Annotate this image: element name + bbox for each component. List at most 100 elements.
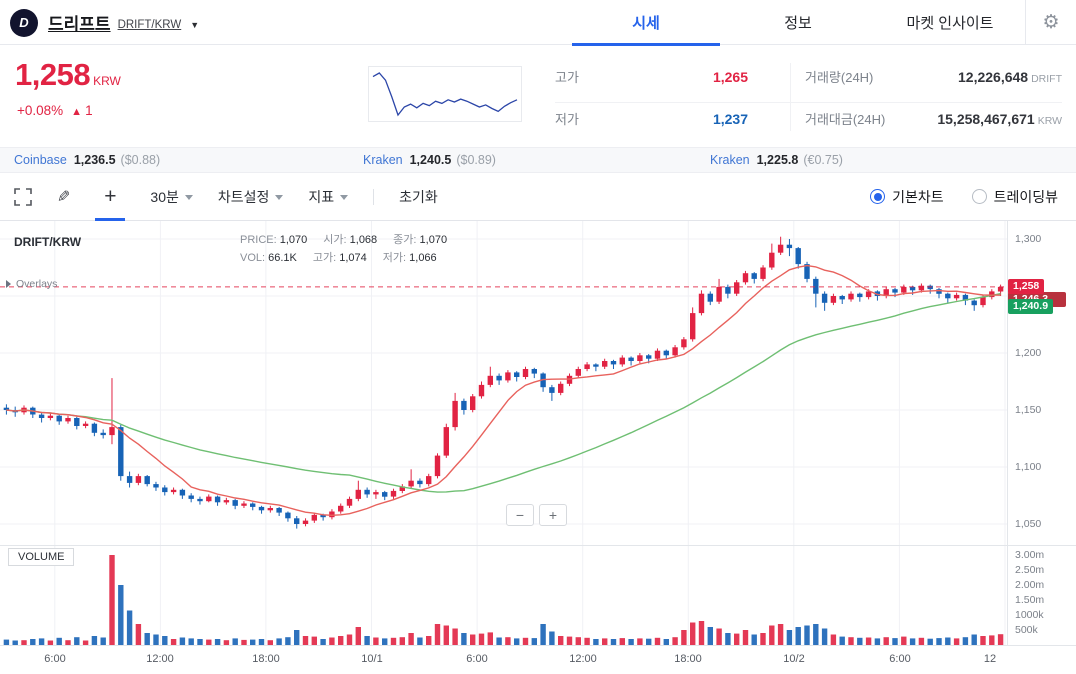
overlays-expand-icon [6,280,11,288]
price-change-pct: +0.08% [17,103,64,118]
capture-frame-icon [14,187,32,206]
price-axis-label: 1,050 [1015,518,1042,530]
current-price-unit: KRW [93,74,121,88]
tab-info-label: 정보 [784,15,812,32]
sparkline-svg [372,72,518,117]
zoom-controls: − + [506,504,567,526]
stat-value-traded-value: 15,258,467,671 KRW [937,111,1062,127]
panel-divider [0,545,1076,546]
price-axis-label: 1,300 [1015,233,1042,245]
gear-icon: ⚙ [1042,12,1060,33]
indicator-dropdown[interactable]: 지표 [308,173,349,221]
zoom-out-button[interactable]: − [506,504,534,526]
time-axis-label: 12:00 [146,653,174,665]
stats-divider-horizontal [555,102,1062,103]
capture-chart-button[interactable] [14,173,32,221]
time-axis-label: 10/2 [783,653,805,665]
draw-tool-button[interactable]: ✎ [57,173,70,221]
stat-value-traded: 거래대금(24H) 15,258,467,671 KRW [805,109,1062,128]
price-change-amount: 1 [85,103,93,118]
time-axis-label: 18:00 [252,653,280,665]
ma-slow-badge: 1,240.9 [1008,299,1054,314]
coinbase-price: 1,236.5 [73,153,116,167]
chart-type-basic-label: 기본차트 [892,188,944,205]
stat-low-value: 1,237 [712,111,748,127]
chevron-down-icon [275,195,284,200]
volume-axis-label: 1000k [1015,609,1044,621]
volume-axis-label: 3.00m [1015,549,1045,561]
chevron-down-icon [184,195,193,200]
chevron-down-icon [340,195,349,200]
chart-type-tradingview[interactable]: 트레이딩뷰 [971,187,1058,207]
price-axis-label: 1,200 [1015,347,1042,359]
tab-price[interactable]: 시세 [570,0,722,46]
kraken-usd-link[interactable]: Kraken [363,153,403,167]
kraken-usd-price: 1,240.5 [409,153,452,167]
kraken-eur-note: (€0.75) [803,153,843,167]
price-change: +0.08% ▲ 1 [17,103,93,118]
time-axis-label: 6:00 [44,653,66,665]
volume-chart-canvas[interactable] [0,546,1007,645]
stat-volume-unit: DRIFT [1031,73,1062,85]
zoom-in-button[interactable]: + [539,504,567,526]
stat-high: 고가 1,265 [555,67,748,86]
time-axis-label: 18:00 [674,653,702,665]
chart-toolbar: ✎ + 30분 차트설정 지표 초기화 기본차트 트레이딩뷰 [0,173,1076,221]
time-axis: 6:00 12:00 18:00 10/1 6:00 12:00 18:00 1… [0,645,1076,674]
stat-high-label: 고가 [555,70,579,85]
stat-low-label: 저가 [555,112,579,127]
coin-pair-link[interactable]: DRIFT/KRW [117,19,182,31]
stat-volume: 거래량(24H) 12,226,648 DRIFT [805,67,1062,86]
stat-volume-value: 12,226,648 DRIFT [958,69,1062,85]
axis-divider [0,645,1076,646]
coin-selector-caret-icon[interactable]: ▼ [190,19,200,30]
coinbase-link[interactable]: Coinbase [14,153,67,167]
chart-type-basic[interactable]: 기본차트 [870,187,944,207]
ohlc-info: PRICE: 1,070 시가: 1,068 종가: 1,070 VOL: 66.1… [240,231,463,267]
overlays-toggle[interactable]: Overlays [6,278,57,290]
time-axis-label: 10/1 [361,653,383,665]
add-tool-button[interactable]: + [95,173,126,221]
exchange-item-kraken-eur: Kraken 1,225.8 (€0.75) [710,148,843,172]
price-axis-label: 1,150 [1015,404,1042,416]
interval-dropdown[interactable]: 30분 [150,173,193,221]
chart-region: DRIFT/KRW PRICE: 1,070 시가: 1,068 종가: 1,070… [0,221,1076,674]
settings-button[interactable]: ⚙ [1025,0,1076,45]
stat-low: 저가 1,237 [555,109,748,128]
header: D 드리프트 DRIFT/KRW ▼ 시세 정보 마켓 인사이트 ⚙ [0,0,1076,46]
stat-high-value: 1,265 [712,69,748,85]
price-summary: 1,258 KRW +0.08% ▲ 1 고가 1,265 저가 1,237 거래량(… [0,45,1076,147]
coin-logo-letter: D [19,15,29,30]
plus-icon: + [104,184,117,208]
chart-settings-dropdown[interactable]: 차트설정 [218,173,284,221]
time-axis-label: 12 [983,653,997,665]
chart-symbol-label: DRIFT/KRW [14,235,82,249]
current-price: 1,258 KRW [15,57,121,93]
pencil-icon: ✎ [57,188,71,206]
stat-value-traded-label: 거래대금(24H) [805,112,886,127]
radio-unselected-icon [971,189,987,204]
overlays-label: Overlays [16,278,58,290]
kraken-usd-note: ($0.89) [456,153,496,167]
indicator-label: 지표 [308,188,335,205]
ohlc-info-row1: PRICE: 1,070 시가: 1,068 종가: 1,070 [240,234,448,246]
coinbase-usd-price: ($0.88) [120,153,161,167]
exchange-compare-bar: Coinbase 1,236.5 ($0.88) Kraken 1,240.5 … [0,147,1076,173]
stats-divider-vertical [790,63,791,131]
stat-volume-label: 거래량(24H) [805,70,874,85]
price-axis-divider [1007,221,1008,645]
chart-type-switch: 기본차트 트레이딩뷰 [870,187,1076,207]
chart-settings-label: 차트설정 [217,188,270,205]
reset-chart-button[interactable]: 초기화 [399,188,438,205]
toolbar-divider [373,188,375,205]
kraken-eur-link[interactable]: Kraken [710,153,750,167]
exchange-item-kraken-usd: Kraken 1,240.5 ($0.89) [363,148,496,172]
tab-market-insight[interactable]: 마켓 인사이트 [874,0,1026,45]
time-axis-label: 12:00 [569,653,597,665]
volume-axis-label: 2.00m [1015,579,1045,591]
price-chart-canvas[interactable] [0,221,1007,545]
current-price-value: 1,258 [15,57,91,92]
tab-info[interactable]: 정보 [722,0,874,45]
mini-sparkline-chart [368,66,522,122]
volume-axis-label: 2.50m [1015,564,1045,576]
